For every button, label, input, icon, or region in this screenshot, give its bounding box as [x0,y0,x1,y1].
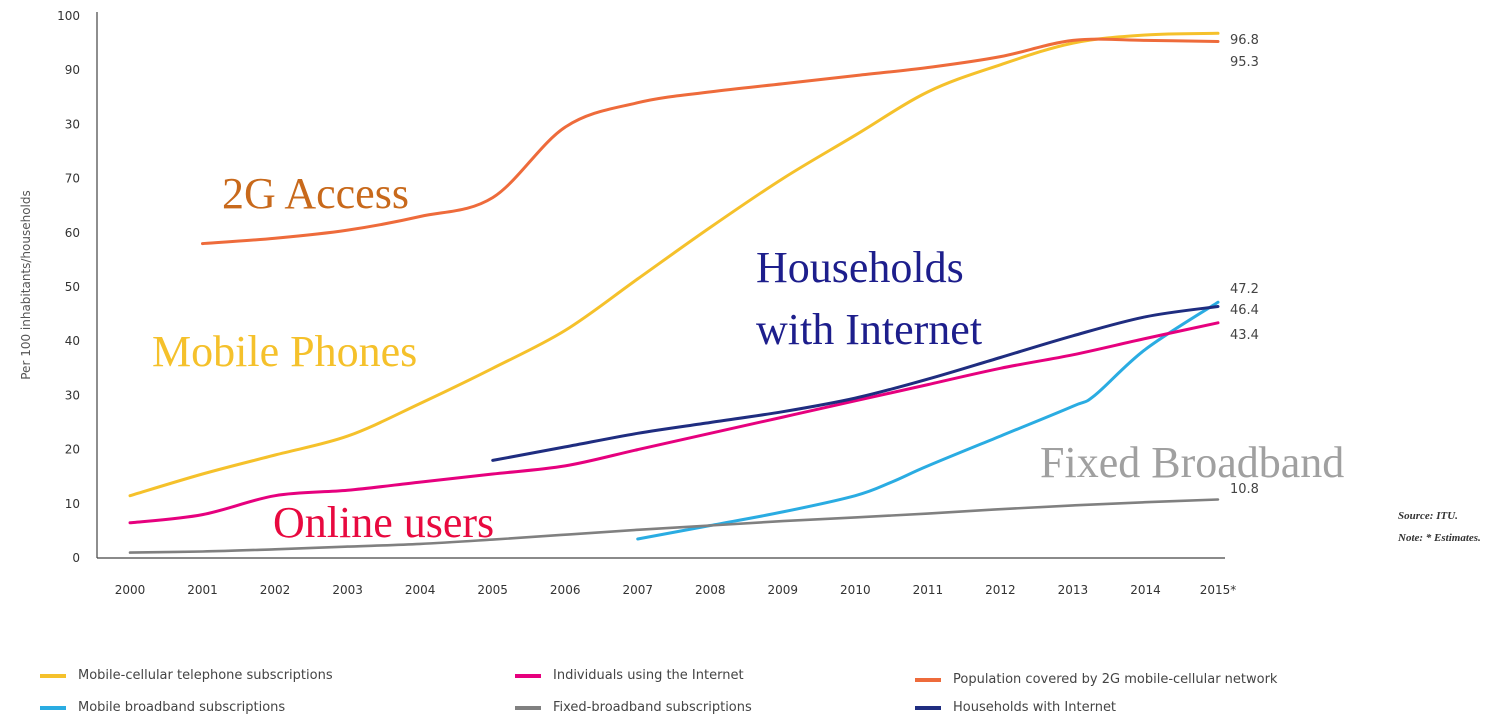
y-tick-label: 40 [65,334,80,348]
y-tick-label: 60 [65,226,80,240]
series-line-mobile-broadband [636,300,1220,541]
x-tick-label: 2015* [1200,583,1237,597]
legend-item-mobile-broadband: Mobile broadband subscriptions [40,700,285,715]
legend-swatch-individuals-internet [515,673,541,678]
y-tick-label: 10 [65,497,80,511]
y-tick-label: 90 [65,63,80,77]
x-tick-label: 2002 [260,583,291,597]
annotation-fixed-broadband: Fixed Broadband [1040,438,1344,487]
legend-label-fixed-broadband: Fixed-broadband subscriptions [553,700,752,715]
series-line-mobile-cellular [128,31,1220,498]
x-tick-label: 2006 [550,583,581,597]
y-tick-label: 50 [65,280,80,294]
y-tick-label: 70 [65,172,80,186]
source-note: Source: ITU. [1398,510,1458,522]
annotation-households: Households [756,243,964,292]
x-tick-label: 2005 [477,583,508,597]
series-line-fixed-broadband [128,498,1220,554]
x-tick-label: 2009 [768,583,799,597]
legend: Mobile-cellular telephone subscriptions … [40,660,1480,720]
x-tick-label: 2012 [985,583,1016,597]
series-line-individuals-internet [128,321,1220,525]
series-line-households-internet [491,305,1220,462]
annotation-with-internet: with Internet [756,305,982,354]
end-value-label: 95.3 [1230,55,1259,70]
legend-swatch-mobile-broadband [40,705,66,710]
end-value-label: 43.4 [1230,328,1259,343]
legend-swatch-households-internet [915,705,941,710]
y-tick-label: 30 [65,388,80,402]
legend-label-2g-coverage: Population covered by 2G mobile-cellular… [953,672,1278,687]
y-tick-labels: 0 10 20 30 40 50 60 70 30 90 100 [57,9,80,565]
legend-swatch-2g-coverage [915,677,941,682]
legend-label-mobile-cellular: Mobile-cellular telephone subscriptions [78,668,333,683]
end-value-label: 46.4 [1230,303,1259,318]
series-lines [128,31,1220,554]
estimate-note: Note: * Estimates. [1397,532,1481,544]
x-tick-label: 2008 [695,583,726,597]
annotation-online-users: Online users [273,498,494,547]
y-axis-label: Per 100 inhabitants/households [19,190,33,380]
legend-label-households-internet: Households with Internet [953,700,1117,715]
x-tick-label: 2000 [115,583,146,597]
annotation-mobile-phones: Mobile Phones [152,327,417,376]
legend-item-2g-coverage: Population covered by 2G mobile-cellular… [915,672,1277,687]
y-tick-label: 30 [65,117,80,131]
annotation-2g-access: 2G Access [222,169,409,218]
x-tick-label: 2014 [1130,583,1161,597]
legend-item-households-internet: Households with Internet [915,700,1116,715]
series-line-2g-coverage [201,37,1220,246]
y-tick-label: 20 [65,443,80,457]
x-tick-label: 2010 [840,583,871,597]
legend-label-mobile-broadband: Mobile broadband subscriptions [78,700,286,715]
x-tick-label: 2007 [622,583,653,597]
end-value-label: 96.8 [1230,33,1259,48]
end-value-label: 47.2 [1230,282,1259,297]
legend-swatch-fixed-broadband [515,705,541,710]
legend-label-individuals-internet: Individuals using the Internet [553,668,744,683]
x-tick-label: 2004 [405,583,436,597]
x-tick-label: 2001 [187,583,218,597]
y-tick-label: 100 [57,9,80,23]
end-labels: 96.8 95.3 47.2 46.4 43.4 10.8 [1230,33,1259,497]
y-tick-label: 0 [72,551,80,565]
legend-item-individuals-internet: Individuals using the Internet [515,668,744,683]
legend-item-mobile-cellular: Mobile-cellular telephone subscriptions [40,668,333,683]
legend-item-fixed-broadband: Fixed-broadband subscriptions [515,700,752,715]
x-tick-label: 2003 [332,583,363,597]
end-value-label: 10.8 [1230,482,1259,497]
x-tick-label: 2011 [913,583,944,597]
legend-swatch-mobile-cellular [40,673,66,678]
x-tick-label: 2013 [1058,583,1089,597]
x-tick-labels: 2000 2001 2002 2003 2004 2005 2006 2007 2008 2009… [115,583,1237,597]
